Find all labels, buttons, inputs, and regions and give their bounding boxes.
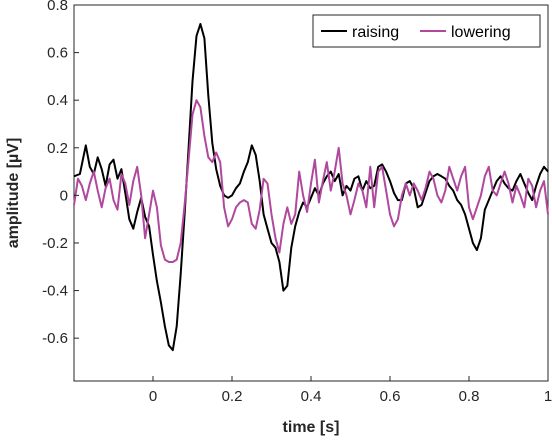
legend: raising lowering [312,14,541,48]
y-tick-label: 0.8 [47,0,68,14]
x-tick-label: 0.4 [301,388,322,405]
x-axis-label: time [s] [283,419,340,436]
series-line-lowering [73,99,549,263]
y-tick-label: -0.4 [42,283,68,300]
y-tick-label: 0.4 [47,92,68,109]
y-tick-label: -0.2 [42,235,68,252]
plot-area [73,4,549,382]
x-tick-label: 0.8 [459,388,480,405]
x-tick-label: 0.2 [222,388,243,405]
legend-label-lowering: lowering [451,24,511,41]
y-tick-label: -0.6 [42,330,68,347]
x-tick-label: 0.6 [380,388,401,405]
y-tick-label: 0 [60,187,68,204]
x-tick-label: 0 [149,388,157,405]
legend-label-raising: raising [352,24,399,41]
series-layer [73,23,549,352]
axis-ticks: 0 0.2 0.4 0.6 0.8 1 -0.6 -0.4 -0.2 0 0.2 0.4 0.6 0.8 [42,0,552,405]
x-tick-label: 1 [544,388,552,405]
y-axis-label: amplitude [µV] [5,138,22,249]
y-tick-label: 0.6 [47,45,68,62]
series-line-raising [73,23,549,352]
y-tick-label: 0.2 [47,140,68,157]
